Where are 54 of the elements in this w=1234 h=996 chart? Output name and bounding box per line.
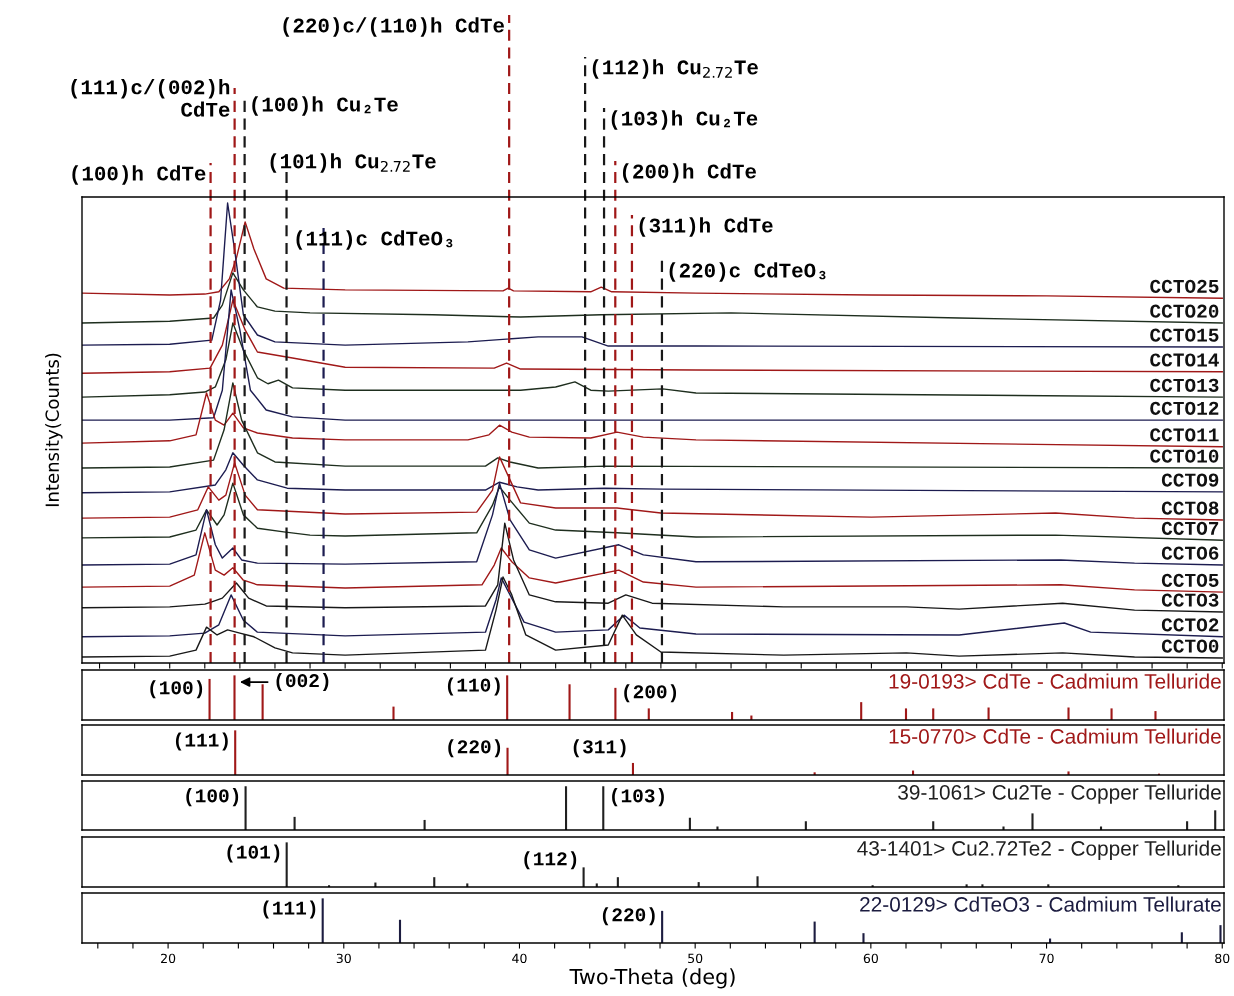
x-tick-label: 60 [863, 953, 878, 964]
annotation: 19-0193> CdTe - Cadmium Telluride [889, 673, 1221, 689]
series-label: CCTO12 [1150, 401, 1219, 415]
annotation: (101) [227, 844, 280, 863]
annotation: (103) [612, 788, 664, 807]
annotation: 43-1401> Cu2.72Te2 - Copper Telluride [857, 840, 1221, 860]
ref-line-label: (103)h Cu₂Te [611, 110, 758, 130]
annotation: (220) [448, 739, 501, 758]
series-label: CCTO25 [1150, 279, 1219, 293]
annotation: (111) [175, 732, 228, 751]
ref-line-label: (311)h CdTe [639, 217, 773, 237]
series-label: CCTO3 [1161, 593, 1219, 607]
ref-line-label: (112)h Cu$_{2.72}$Te [592, 59, 758, 79]
ref-line-label: (200)h CdTe [622, 163, 756, 183]
annotation: (200) [624, 684, 677, 703]
ref-line-label: (220)c/(110)h CdTe [283, 17, 504, 37]
series-label: CCTO9 [1161, 473, 1219, 487]
x-tick-label: 50 [688, 953, 703, 964]
series-label: CCTO0 [1161, 639, 1219, 653]
x-axis-title: Two-Theta (deg) [569, 968, 735, 989]
annotation: 22-0129> CdTeO3 - Cadmium Tellurate [860, 896, 1221, 912]
x-tick-label: 40 [512, 953, 527, 964]
ref-line-label: (111)c/(002)h CdTe [71, 79, 230, 117]
ref-line-label: (100)h CdTe [72, 165, 206, 185]
series-label: CCTO8 [1161, 501, 1219, 515]
ref-line-label: (111)c CdTeO₃ [296, 230, 453, 250]
series-label: CCTO7 [1161, 521, 1219, 535]
series-label: CCTO10 [1150, 449, 1219, 463]
ref-line-label: (220)c CdTeO₃ [669, 262, 826, 282]
series-label: CCTO13 [1150, 378, 1219, 392]
y-axis-title: Intensity(Counts) [45, 353, 63, 507]
annotation: (110) [447, 677, 500, 696]
series-label: CCTO15 [1150, 328, 1219, 342]
series-label: CCTO2 [1161, 618, 1219, 632]
annotation: 15-0770> CdTe - Cadmium Telluride [889, 728, 1221, 744]
series-label: CCTO5 [1161, 573, 1219, 587]
annotation: (100) [186, 788, 239, 807]
annotation: (220) [602, 907, 655, 926]
annotation: (002) [276, 672, 329, 692]
annotation: (112) [524, 851, 577, 870]
x-tick-label: 20 [161, 953, 176, 964]
x-tick-label: 80 [1215, 953, 1230, 964]
series-label: CCTO11 [1150, 428, 1219, 442]
series-label: CCTO6 [1161, 546, 1219, 560]
annotation: (100) [150, 680, 203, 699]
ref-line-label: (100)h Cu₂Te [252, 96, 398, 116]
series-label: CCTO20 [1150, 304, 1219, 318]
annotation: 39-1061> Cu2Te - Copper Telluride [898, 784, 1221, 804]
annotation: (311) [573, 739, 626, 758]
ref-line-label: (101)h Cu$_{2.72}$Te [270, 153, 436, 173]
annotation: (111) [263, 900, 316, 919]
x-tick-label: 30 [336, 953, 351, 964]
x-tick-label: 70 [1039, 953, 1054, 964]
series-label: CCTO14 [1150, 353, 1219, 367]
